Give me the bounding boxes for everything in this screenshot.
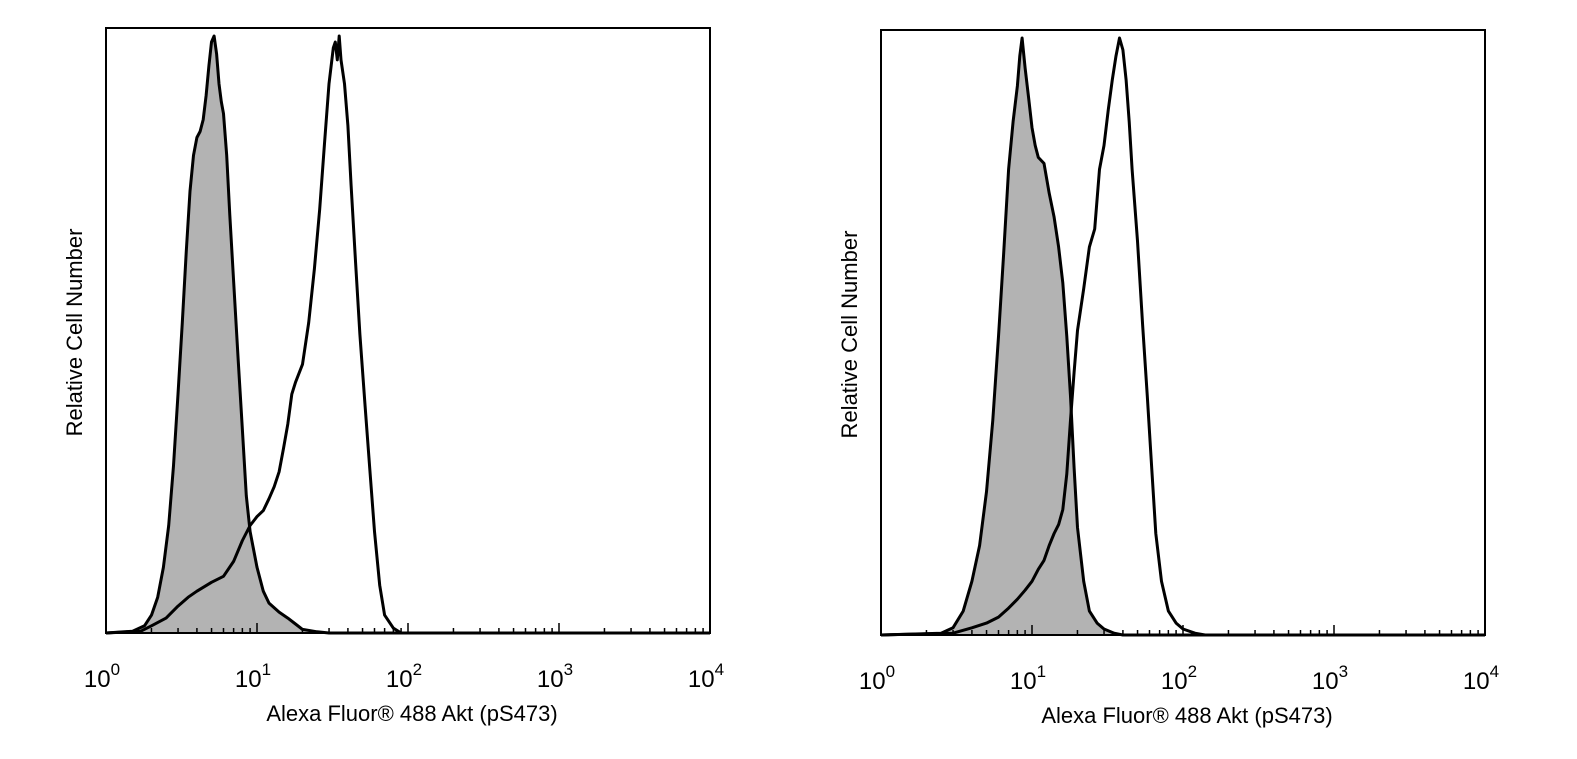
x-tick-label: 101	[1010, 662, 1046, 695]
series-fill-0	[881, 38, 1485, 635]
series-line-1	[880, 36, 1485, 637]
x-axis-label: Alexa Fluor® 488 Akt (pS473)	[266, 701, 557, 726]
series-fill-0	[106, 36, 710, 633]
x-tick-label: 100	[859, 662, 895, 695]
x-axis-ticks	[105, 623, 711, 633]
x-tick-label: 104	[688, 660, 724, 693]
x-tick-label: 102	[386, 660, 422, 693]
y-axis-label: Relative Cell Number	[837, 231, 862, 439]
series-line-0	[105, 34, 710, 635]
series-layer	[105, 34, 710, 635]
histogram-panel-left: 100 101 102 103 104 Alexa Fluor® 488 Akt (pS…	[62, 27, 724, 726]
x-tick-label: 103	[537, 660, 573, 693]
histogram-panel-right: 100 101 102 103 104 Alexa Fluor® 488 Akt (pS…	[837, 29, 1499, 728]
plot-frame	[880, 29, 1486, 636]
x-tick-labels: 100 101 102 103 104	[859, 662, 1499, 695]
x-axis-ticks	[880, 625, 1486, 635]
x-tick-label: 102	[1161, 662, 1197, 695]
x-tick-label: 104	[1463, 662, 1499, 695]
x-tick-label: 100	[84, 660, 120, 693]
x-axis-label: Alexa Fluor® 488 Akt (pS473)	[1041, 703, 1332, 728]
y-axis-label: Relative Cell Number	[62, 229, 87, 437]
x-tick-label: 103	[1312, 662, 1348, 695]
series-line-1	[105, 34, 710, 635]
series-line-0	[880, 36, 1485, 637]
x-tick-label: 101	[235, 660, 271, 693]
series-layer	[880, 36, 1485, 637]
x-tick-labels: 100 101 102 103 104	[84, 660, 724, 693]
